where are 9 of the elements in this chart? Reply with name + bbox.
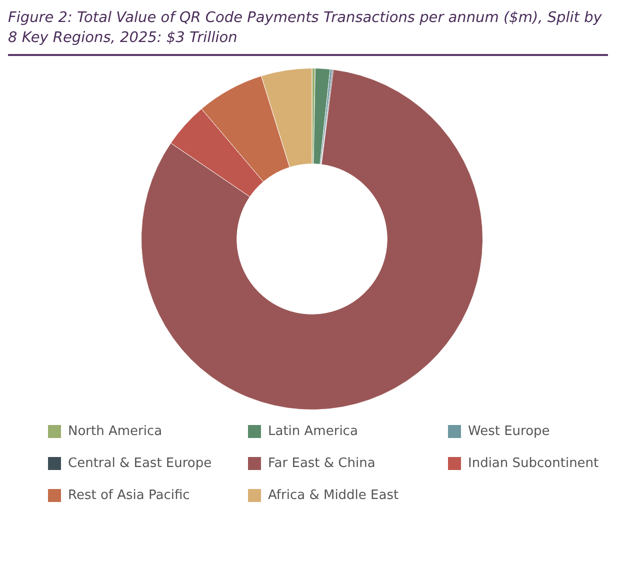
chart-title: Figure 2: Total Value of QR Code Payments Transactions per annum ($m), Split by 8 Key Regions, 2025: $3 Trillion [8,8,608,56]
legend-label: North America [68,424,162,439]
legend-label: Latin America [268,424,358,439]
legend-label: Far East & China [268,456,376,471]
legend-label: Central & East Europe [68,456,212,471]
legend-label: West Europe [468,424,550,439]
legend-label: Rest of Asia Pacific [68,488,190,503]
legend-label: Indian Subcontinent [468,456,599,471]
legend-label: Africa & Middle East [268,488,399,503]
